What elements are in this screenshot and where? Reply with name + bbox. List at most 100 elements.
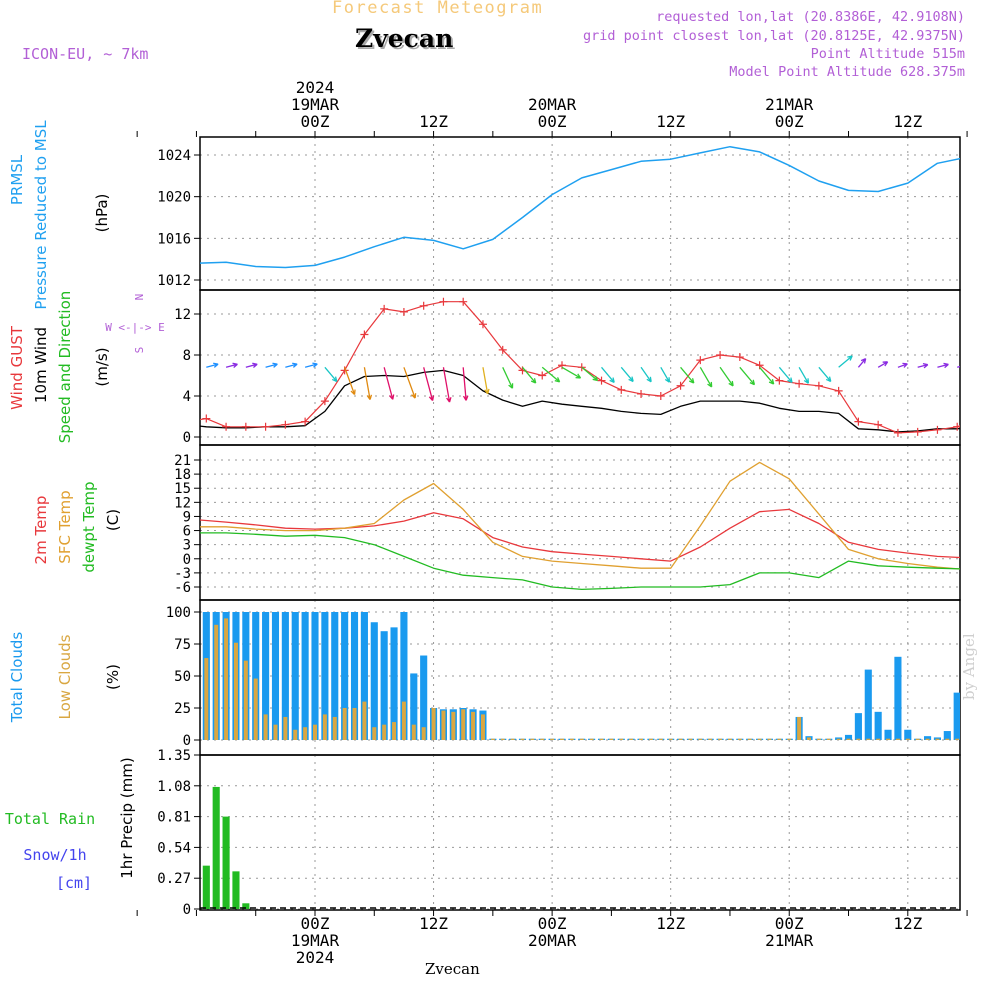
- gust-marker: [320, 397, 329, 406]
- gust-marker: [775, 376, 784, 385]
- total-cloud-bar: [864, 669, 872, 740]
- wind-arrow: [620, 366, 634, 383]
- y-tick-label: 100: [166, 605, 191, 621]
- low-cloud-bar: [401, 701, 406, 740]
- y-tick-label: 1.08: [157, 779, 191, 795]
- gust-marker: [913, 427, 922, 436]
- top-time-label: 12Z: [656, 112, 685, 131]
- y-tick-label: 12: [174, 495, 191, 511]
- gust-marker: [143, 418, 151, 426]
- total-cloud-bar: [311, 612, 319, 740]
- rain-bar: [55, 904, 62, 909]
- rain-bar: [212, 786, 220, 909]
- sfctemp-line: [200, 461, 960, 570]
- total-cloud-bar: [410, 673, 418, 740]
- pressure-line: [200, 145, 960, 269]
- gust-marker: [163, 425, 171, 433]
- gust-marker: [202, 414, 211, 423]
- wind-speed-line: [200, 369, 960, 433]
- y-tick-label: 15: [174, 481, 191, 497]
- y-tick-label: -3: [174, 566, 191, 582]
- compass-west-east: W <-|-> E: [105, 321, 165, 334]
- wind-arrow: [660, 366, 671, 383]
- model-label: ICON-EU, ~ 7km: [22, 45, 149, 63]
- gust-marker: [597, 376, 606, 385]
- gust-marker: [380, 304, 389, 313]
- top-time-label: 21MAR: [765, 95, 814, 114]
- total-cloud-bar: [894, 656, 902, 740]
- rain-bar: [114, 907, 121, 909]
- low-cloud-bar: [708, 738, 713, 740]
- wind-arrow: [304, 362, 318, 368]
- gust-marker: [854, 417, 863, 426]
- gust-marker: [261, 422, 270, 431]
- total-cloud-bar: [943, 731, 951, 740]
- rain-bar: [104, 907, 111, 909]
- gust-marker: [419, 301, 428, 310]
- wind-arrow: [462, 367, 469, 401]
- rain-bar: [232, 871, 240, 909]
- low-cloud-bar: [727, 738, 732, 740]
- low-cloud-bar: [490, 738, 495, 740]
- y-tick-label: 4: [183, 389, 191, 405]
- low-cloud-bar: [352, 708, 357, 740]
- y-tick-label: 1016: [157, 231, 191, 247]
- pressure-unit: (hPa): [93, 194, 111, 233]
- low-cloud-bar: [500, 738, 505, 740]
- sfctemp-label: SFC Temp: [56, 490, 74, 563]
- y-tick-label: 0: [183, 430, 191, 446]
- low-cloud-bar: [392, 722, 397, 740]
- bottom-station-name: Zvecan: [425, 960, 480, 978]
- low-cloud-bar: [737, 738, 742, 740]
- temp-unit: (C): [104, 509, 122, 531]
- low-cloud-bar: [451, 711, 456, 740]
- low-cloud-bar: [540, 738, 545, 740]
- y-tick-label: 12: [174, 307, 191, 323]
- panel-frame: [199, 754, 961, 911]
- gust-marker: [478, 320, 487, 329]
- low-cloud-bar: [421, 727, 426, 740]
- total-cloud-bar: [874, 711, 882, 740]
- compass-south: S: [133, 347, 146, 354]
- gust-marker: [439, 297, 448, 306]
- total-cloud-bar: [400, 612, 408, 740]
- total-cloud-bar: [301, 612, 309, 740]
- low-cloud-bar: [293, 729, 298, 740]
- low-cloud-bar: [876, 738, 881, 740]
- low-cloud-bar: [372, 727, 377, 740]
- rain-bar: [45, 901, 52, 909]
- low-cloud-bar: [322, 714, 327, 740]
- panel-frame: [199, 444, 961, 601]
- low-clouds-label: Low Clouds: [56, 634, 74, 719]
- gust-marker: [676, 381, 685, 390]
- wind-arrow: [561, 366, 582, 379]
- gust-marker: [814, 381, 823, 390]
- low-cloud-bar: [243, 660, 248, 740]
- pressure-label-long: Pressure Reduced to MSL: [32, 120, 50, 310]
- low-cloud-bar: [609, 738, 614, 740]
- y-tick-label: 1020: [157, 190, 191, 206]
- precip-unit: 1hr Precip (mm): [118, 757, 136, 878]
- total-cloud-bar: [350, 612, 359, 740]
- station-name: Zvecan: [355, 24, 454, 53]
- top-time-label: 20MAR: [528, 95, 577, 114]
- y-tick-label: 0: [183, 902, 191, 918]
- low-cloud-bar: [629, 738, 634, 740]
- wind-arrow: [127, 363, 137, 367]
- rain-bar: [143, 892, 150, 909]
- gust-label: Wind GUST: [8, 325, 26, 410]
- wind-label: 10m Wind: [32, 327, 50, 403]
- bottom-time-label: 19MAR: [291, 931, 340, 950]
- gust-marker: [716, 351, 725, 359]
- low-cloud-bar: [668, 738, 673, 740]
- y-tick-label: 0: [183, 733, 191, 749]
- y-tick-label: -6: [174, 580, 191, 596]
- low-cloud-bar: [846, 738, 851, 740]
- wind-arrow: [383, 367, 395, 400]
- total-cloud-bar: [291, 612, 299, 740]
- low-cloud-bar: [382, 724, 387, 740]
- wind-arrow: [147, 363, 160, 367]
- low-cloud-bar: [204, 658, 209, 740]
- low-cloud-bar: [441, 710, 446, 740]
